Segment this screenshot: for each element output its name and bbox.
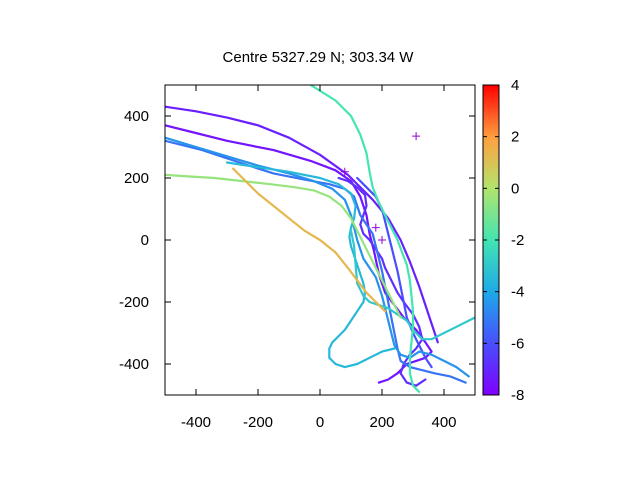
y-axis: -400 -200 0 200 400	[119, 108, 475, 373]
colorbar-tick-label: 2	[511, 129, 519, 146]
track-line-7	[349, 229, 475, 341]
chart-title: Centre 5327.29 N; 303.34 W	[223, 49, 415, 66]
marker-plus-3	[371, 223, 380, 232]
colorbar-axis: 4 2 0 -2 -4 -6 -8	[483, 77, 524, 404]
tracks-layer	[165, 85, 475, 393]
x-tick-label: 0	[316, 414, 324, 431]
track-line-6	[225, 161, 396, 369]
track-line-0	[165, 124, 433, 384]
x-tick-label: -200	[243, 414, 273, 431]
marker-plus-0	[340, 167, 349, 176]
markers-layer	[340, 132, 421, 244]
track-line-1	[165, 105, 439, 344]
colorbar-tick-label: 4	[511, 77, 519, 94]
colorbar-tick-label: -2	[511, 232, 524, 249]
track-line-8	[309, 85, 421, 393]
x-tick-label: 400	[431, 414, 456, 431]
marker-plus-2	[378, 236, 386, 244]
track-line-10	[232, 167, 387, 313]
y-tick-label: -400	[119, 356, 149, 373]
marker-plus-1	[412, 132, 421, 141]
colorbar-tick-label: -6	[511, 335, 524, 352]
y-tick-label: 200	[124, 170, 149, 187]
colorbar-tick-label: -4	[511, 284, 524, 301]
colorbar-tick-label: 0	[511, 180, 519, 197]
y-tick-label: 400	[124, 108, 149, 125]
y-tick-label: -200	[119, 294, 149, 311]
track-line-5	[165, 136, 470, 378]
track-line-9	[165, 173, 402, 319]
x-axis: -400 -200 0 200 400	[181, 85, 457, 431]
y-tick-label: 0	[141, 232, 149, 249]
colorbar-tick-label: -8	[511, 387, 524, 404]
x-tick-label: 200	[369, 414, 394, 431]
x-tick-label: -400	[181, 414, 211, 431]
